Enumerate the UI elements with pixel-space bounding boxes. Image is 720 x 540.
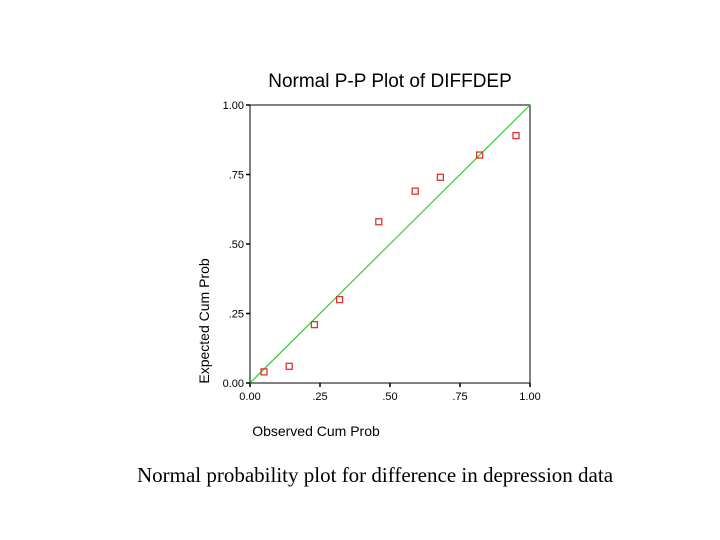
x-tick-label: 0.00 bbox=[239, 391, 260, 403]
data-point bbox=[436, 173, 445, 181]
data-point bbox=[512, 131, 520, 140]
x-axis-label: Observed Cum Prob bbox=[252, 423, 380, 439]
x-tick-label: 1.00 bbox=[519, 391, 540, 403]
data-point bbox=[375, 218, 383, 226]
data-point bbox=[310, 320, 319, 329]
y-tick-label: .50 bbox=[229, 239, 244, 251]
data-point bbox=[285, 362, 293, 370]
plot-area: 0.00 .25 .50 .75 1.00 0.00 .25 .50 .75 1.00 bbox=[223, 100, 541, 403]
data-point bbox=[475, 151, 484, 159]
x-tick-label: .75 bbox=[452, 391, 467, 403]
data-point bbox=[260, 368, 268, 376]
y-tick-label: 1.00 bbox=[223, 100, 244, 112]
figure-caption: Normal probability plot for difference i… bbox=[136, 463, 614, 487]
data-point bbox=[335, 295, 344, 304]
x-tick-label: .25 bbox=[312, 391, 327, 403]
data-point bbox=[411, 187, 419, 195]
y-axis-label: Expected Cum Prob bbox=[196, 258, 212, 383]
chart-title: Normal P-P Plot of DIFFDEP bbox=[268, 71, 512, 92]
reference-line bbox=[249, 104, 531, 384]
y-tick-label: .25 bbox=[229, 309, 244, 321]
y-tick-label: 0.00 bbox=[223, 378, 244, 390]
y-tick-label: .75 bbox=[229, 170, 244, 182]
x-tick-label: .50 bbox=[382, 391, 397, 403]
